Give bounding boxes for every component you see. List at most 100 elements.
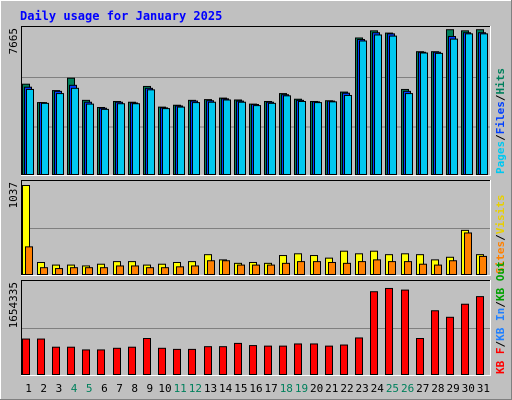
bar-kbytes-kb-f-day-14 [219, 346, 227, 375]
bar-visits-sites-day-17 [267, 264, 275, 275]
bar-kbytes-kb-f-day-6 [97, 349, 105, 376]
bar-kbytes-kb-f-day-24 [370, 291, 378, 376]
chart-title: Daily usage for January 2025 [20, 9, 222, 23]
x-axis-labels: 1 2 3 4 5 6 7 8 9 10 11 12 13 14 15 16 17 18 19 20 21 22 23 24 2… [25, 382, 490, 395]
bar-hits-pages-day-29 [450, 38, 458, 175]
bar-hits-pages-day-3 [56, 93, 64, 175]
x-tick-label-2: 2 [40, 382, 47, 395]
bar-hits-pages-day-30 [465, 33, 473, 175]
legend-hits: Pages/Files/Hits [494, 68, 507, 174]
bar-hits-pages-day-2 [41, 102, 49, 175]
bar-hits-pages-day-27 [420, 52, 428, 175]
legend-entry-kbytes-2: KB In [494, 308, 507, 341]
x-tick-label-4: 4 [71, 382, 78, 395]
x-tick-label-1: 1 [25, 382, 32, 395]
bar-hits-pages-day-31 [480, 33, 488, 175]
legend-entry-visits-0: Visits [494, 195, 507, 235]
bar-kbytes-kb-f-day-17 [264, 345, 272, 376]
bar-kbytes-kb-f-day-18 [279, 345, 287, 376]
bar-visits-sites-day-8 [131, 265, 139, 275]
bar-visits-sites-day-2 [40, 267, 48, 275]
bar-visits-sites-day-16 [252, 264, 260, 275]
bar-hits-pages-day-19 [298, 100, 306, 175]
x-tick-label-31: 31 [477, 382, 490, 395]
legend-kbytes: KB F/KB In/KB Out [494, 261, 507, 374]
x-tick-label-3: 3 [56, 382, 63, 395]
bar-kbytes-kb-f-day-19 [294, 343, 302, 375]
bar-kbytes-kb-f-day-15 [234, 342, 242, 375]
bar-hits-pages-day-12 [192, 102, 200, 175]
bar-visits-sites-day-3 [55, 268, 63, 275]
legend-entry-visits-1: / [494, 234, 507, 241]
legend-entry-kbytes-3: / [494, 341, 507, 348]
bar-kbytes-kb-f-day-31 [476, 296, 484, 375]
bar-hits-pages-day-21 [329, 101, 337, 175]
bar-visits-sites-day-12 [191, 265, 199, 275]
bar-visits-sites-day-9 [146, 267, 154, 275]
bar-visits-sites-day-25 [388, 261, 396, 276]
bar-kbytes-kb-f-day-20 [310, 343, 318, 375]
bar-visits-sites-day-7 [116, 265, 124, 275]
legend-entry-hits-3: / [494, 134, 507, 141]
bar-visits-sites-day-21 [328, 261, 336, 276]
bar-hits-pages-day-1 [26, 88, 34, 175]
x-tick-label-20: 20 [310, 382, 323, 395]
x-tick-label-24: 24 [371, 382, 385, 395]
bar-hits-pages-day-18 [283, 95, 291, 175]
bar-visits-sites-day-20 [313, 261, 321, 276]
x-tick-label-17: 17 [265, 382, 278, 395]
bar-visits-sites-day-23 [358, 261, 366, 276]
bar-hits-pages-day-6 [101, 108, 109, 175]
bar-visits-sites-day-15 [237, 264, 245, 275]
bar-hits-pages-day-17 [268, 102, 276, 175]
bar-visits-sites-day-4 [70, 267, 78, 275]
x-tick-label-30: 30 [462, 382, 475, 395]
bar-kbytes-kb-f-day-26 [401, 289, 409, 376]
bar-kbytes-kb-f-day-7 [113, 347, 121, 375]
x-tick-label-16: 16 [249, 382, 262, 395]
bar-kbytes-kb-f-day-23 [355, 337, 363, 375]
x-tick-label-10: 10 [158, 382, 171, 395]
bar-hits-pages-day-16 [253, 105, 261, 175]
bar-visits-sites-day-5 [85, 267, 93, 275]
legend-visits: Sites/Visits [494, 195, 507, 275]
x-tick-label-28: 28 [431, 382, 444, 395]
bar-kbytes-kb-f-day-21 [325, 345, 333, 376]
x-tick-label-27: 27 [416, 382, 429, 395]
x-tick-label-5: 5 [86, 382, 93, 395]
bar-hits-pages-day-20 [314, 102, 322, 175]
bar-hits-pages-day-25 [389, 35, 397, 176]
bar-hits-pages-day-14 [223, 99, 231, 175]
bar-hits-pages-day-24 [374, 34, 382, 175]
bar-kbytes-kb-f-day-27 [416, 338, 424, 376]
legend-entry-kbytes-4: KB F [494, 348, 507, 375]
bar-hits-pages-day-4 [71, 87, 79, 175]
bar-visits-sites-day-31 [479, 255, 487, 276]
bar-kbytes-kb-f-day-4 [67, 346, 75, 376]
bar-visits-sites-day-29 [449, 260, 457, 276]
bar-kbytes-kb-f-day-12 [188, 348, 196, 375]
x-tick-label-21: 21 [325, 382, 338, 395]
x-tick-label-7: 7 [116, 382, 123, 395]
x-tick-label-26: 26 [401, 382, 414, 395]
x-tick-label-9: 9 [147, 382, 154, 395]
bar-kbytes-kb-f-day-30 [461, 303, 469, 375]
bar-visits-sites-day-27 [419, 263, 427, 276]
x-tick-label-6: 6 [101, 382, 108, 395]
bar-visits-sites-day-13 [207, 260, 215, 276]
max-label-hits: 7665 [7, 28, 20, 55]
x-tick-label-19: 19 [295, 382, 308, 395]
bar-kbytes-kb-f-day-22 [340, 344, 348, 375]
bar-visits-sites-day-22 [343, 262, 351, 276]
x-tick-label-8: 8 [131, 382, 138, 395]
bar-visits-sites-day-1 [25, 246, 33, 276]
bar-hits-pages-day-5 [86, 103, 94, 175]
x-tick-label-29: 29 [446, 382, 459, 395]
x-tick-label-13: 13 [204, 382, 217, 395]
bar-visits-sites-day-28 [434, 264, 442, 275]
x-tick-label-22: 22 [340, 382, 353, 395]
bar-visits-sites-day-18 [282, 262, 290, 276]
bar-kbytes-kb-f-day-3 [52, 346, 60, 376]
bar-hits-pages-day-7 [117, 103, 125, 175]
